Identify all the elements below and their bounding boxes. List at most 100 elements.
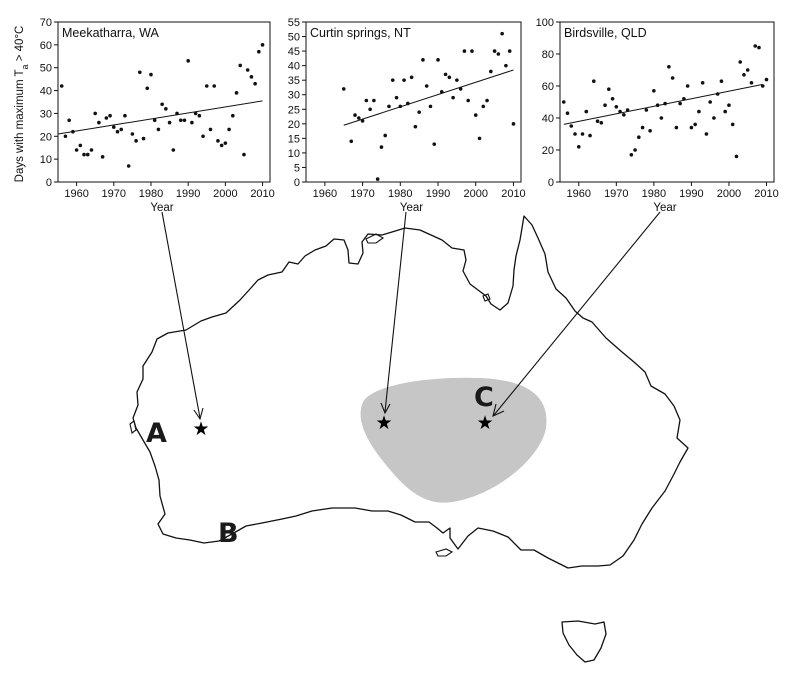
data-point <box>71 129 75 134</box>
data-point <box>704 132 709 136</box>
y-tick-label: 45 <box>288 46 300 58</box>
data-point <box>670 76 675 80</box>
data-point <box>349 139 354 144</box>
data-point <box>477 136 482 141</box>
data-point <box>394 95 399 100</box>
data-point <box>610 97 615 101</box>
star-icon-curtin-springs: ★ <box>375 413 392 434</box>
data-point <box>727 103 731 107</box>
data-point <box>466 98 470 103</box>
shark-bay-island <box>129 420 137 434</box>
data-point <box>111 125 116 129</box>
data-point <box>640 125 645 130</box>
data-point <box>652 89 656 93</box>
chart-title: Meekatharra, WA <box>62 26 159 40</box>
data-point <box>421 58 425 62</box>
data-point <box>398 104 403 109</box>
x-tick-label: 1980 <box>388 188 412 200</box>
data-point <box>738 60 743 64</box>
kangaroo-island <box>435 548 454 557</box>
groote-island <box>482 293 491 302</box>
data-point <box>682 97 686 101</box>
data-point <box>63 134 68 139</box>
data-point <box>360 119 365 123</box>
data-point <box>443 72 448 77</box>
data-point <box>603 103 607 107</box>
x-tick-label: 1990 <box>426 188 450 200</box>
data-point <box>242 152 246 157</box>
data-point <box>182 118 187 123</box>
data-point <box>413 124 418 129</box>
data-point <box>130 132 135 136</box>
y-tick-label: 0 <box>294 177 300 189</box>
data-point <box>372 98 376 103</box>
x-tick-label: 1980 <box>642 188 666 200</box>
data-point <box>89 148 94 152</box>
data-point <box>141 136 146 141</box>
data-point <box>171 148 176 152</box>
data-point <box>439 90 444 94</box>
data-point <box>379 145 384 149</box>
data-point <box>85 152 90 157</box>
x-axis-label: Year <box>653 202 676 214</box>
y-tick-label: 15 <box>288 133 300 145</box>
data-point <box>614 105 619 109</box>
site-label-b: B <box>218 518 239 549</box>
x-tick-label: 1990 <box>679 188 703 200</box>
data-point <box>565 111 570 115</box>
data-point <box>59 84 64 88</box>
trend-line <box>343 69 514 126</box>
data-point <box>697 109 701 114</box>
data-point <box>584 109 589 114</box>
y-tick-label: 80 <box>542 49 554 61</box>
data-point <box>249 75 254 79</box>
data-point <box>234 91 239 95</box>
data-point <box>504 63 508 68</box>
y-tick-label: 70 <box>40 17 52 29</box>
data-point <box>231 113 235 118</box>
plot-frame <box>305 21 522 183</box>
data-point <box>115 129 120 134</box>
data-point <box>260 43 265 47</box>
region-label-c: C <box>474 382 494 413</box>
data-point <box>74 148 79 152</box>
data-point <box>648 129 652 133</box>
data-point <box>451 95 455 100</box>
data-point <box>659 116 664 120</box>
y-tick-label: 10 <box>288 148 300 160</box>
y-tick-label: 25 <box>288 104 300 116</box>
data-point <box>492 49 497 53</box>
region-c-shading <box>360 377 547 503</box>
data-point <box>633 148 637 152</box>
plot-frame <box>57 21 271 183</box>
data-point <box>100 155 105 159</box>
y-tick-label: 50 <box>40 63 52 75</box>
data-point <box>745 68 750 72</box>
arrowhead-meekatharra <box>193 407 204 421</box>
data-point <box>353 113 357 117</box>
data-point <box>742 73 746 77</box>
data-point <box>238 63 243 68</box>
data-point <box>368 107 372 112</box>
arrow-birdsville <box>493 211 661 416</box>
data-point <box>67 118 71 123</box>
data-point <box>655 103 660 107</box>
data-point <box>152 118 157 123</box>
y-tick-label: 5 <box>294 162 300 174</box>
data-point <box>156 127 161 132</box>
arrow-meekatharra <box>161 211 201 419</box>
data-point <box>455 78 459 82</box>
data-point <box>730 122 735 127</box>
data-point <box>622 113 626 117</box>
data-point <box>160 102 164 107</box>
data-point <box>573 132 577 136</box>
mainland-outline <box>132 215 689 569</box>
arrow-curtin-springs <box>384 211 407 413</box>
data-point <box>667 65 671 69</box>
data-point <box>164 107 168 111</box>
data-point <box>447 75 452 80</box>
data-point <box>145 86 150 91</box>
data-point <box>409 75 414 80</box>
data-point <box>685 84 690 88</box>
data-point <box>216 139 220 143</box>
